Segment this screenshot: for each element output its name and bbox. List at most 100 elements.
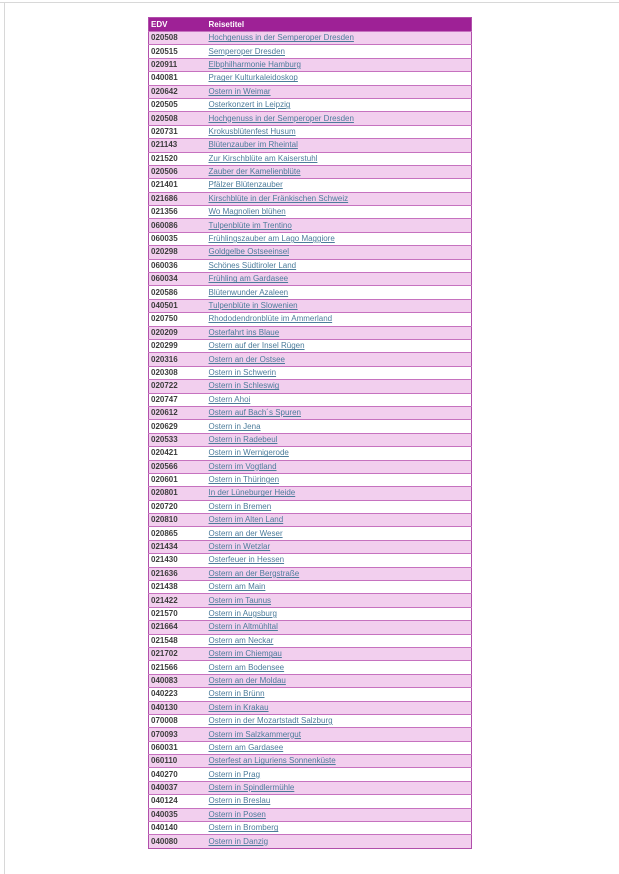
- table-row: 040083 Ostern an der Moldau: [148, 673, 472, 688]
- trip-link[interactable]: Elbphilharmonie Hamburg: [208, 59, 302, 69]
- reisetitel-cell: Ostern in Prag: [206, 767, 472, 782]
- trip-link[interactable]: Blütenwunder Azaleen: [208, 287, 289, 297]
- table-row: 021548 Ostern am Neckar: [148, 633, 472, 648]
- trip-link[interactable]: Osterfest an Liguriens Sonnenküste: [208, 756, 336, 766]
- trip-link[interactable]: Ostern im Salzkammergut: [208, 729, 301, 739]
- trip-link[interactable]: Ostern an der Ostsee: [208, 354, 285, 364]
- trip-link[interactable]: Ostern im Taunus: [208, 595, 272, 605]
- reisetitel-cell: Krokusblütenfest Husum: [206, 124, 472, 139]
- trip-link[interactable]: Ostern in Brünn: [208, 689, 265, 699]
- trip-link[interactable]: Ostern in Radebeul: [208, 434, 278, 444]
- trip-link[interactable]: Ostern an der Bergstraße: [208, 568, 300, 578]
- reisetitel-cell: Ostern an der Weser: [206, 526, 472, 541]
- trip-link[interactable]: Ostern am Gardasee: [208, 742, 284, 752]
- trip-link[interactable]: Ostern auf der Insel Rügen: [208, 341, 305, 351]
- edv-cell: 020750: [148, 312, 207, 327]
- table-row: 020298 Goldgelbe Ostseeinsel: [148, 245, 472, 260]
- trip-link[interactable]: Ostern in Wernigerode: [208, 448, 289, 458]
- trip-link[interactable]: Hochgenuss in der Semperoper Dresden: [208, 33, 354, 43]
- table-row: 040124 Ostern in Breslau: [148, 794, 472, 809]
- trip-link[interactable]: Ostern in Schleswig: [208, 381, 280, 391]
- edv-cell: 020612: [148, 405, 207, 420]
- trip-link[interactable]: Prager Kulturkaleidoskop: [208, 73, 298, 83]
- table-row: 020747 Ostern Ahoi: [148, 392, 472, 407]
- table-row: 021664 Ostern in Altmühltal: [148, 620, 472, 635]
- edv-cell: 040140: [148, 821, 207, 835]
- table-row: 021430 Osterfeuer in Hessen: [148, 553, 472, 568]
- reisetitel-cell: Ostern in Wetzlar: [206, 539, 472, 554]
- trip-link[interactable]: Ostern in Thüringen: [208, 475, 280, 485]
- trip-link[interactable]: Ostern an der Weser: [208, 528, 283, 538]
- trip-link[interactable]: Ostern in Weimar: [208, 86, 271, 96]
- table-row: 021401 Pfälzer Blütenzauber: [148, 178, 472, 193]
- trip-link[interactable]: Ostern in Spindlermühle: [208, 783, 295, 793]
- edv-cell: 020533: [148, 432, 207, 447]
- trip-link[interactable]: Krokusblütenfest Husum: [208, 126, 296, 136]
- reisetitel-cell: Osterkonzert in Leipzig: [206, 97, 472, 112]
- trip-link[interactable]: Blütenzauber im Rheintal: [208, 140, 298, 150]
- trip-link[interactable]: Zur Kirschblüte am Kaiserstuhl: [208, 153, 318, 163]
- reisetitel-cell: Ostern am Gardasee: [206, 740, 472, 755]
- trip-link[interactable]: Ostern im Alten Land: [208, 515, 284, 525]
- reisetitel-cell: Ostern am Main: [206, 580, 472, 594]
- reisetitel-cell: Zauber der Kamelienblüte: [206, 164, 472, 179]
- trip-link[interactable]: Ostern in Jena: [208, 421, 261, 431]
- trip-link[interactable]: Ostern an der Moldau: [208, 675, 286, 685]
- trip-link[interactable]: Ostern am Neckar: [208, 635, 274, 645]
- trip-link[interactable]: Zauber der Kamelienblüte: [208, 167, 301, 177]
- reisetitel-cell: Ostern am Bodensee: [206, 660, 472, 675]
- trip-link[interactable]: Wo Magnolien blühen: [208, 207, 286, 217]
- edv-cell: 060031: [148, 740, 207, 755]
- trip-link[interactable]: Ostern in Posen: [208, 809, 266, 819]
- trip-link[interactable]: Ostern am Main: [208, 582, 266, 592]
- trip-link[interactable]: Osterfeuer in Hessen: [208, 555, 285, 565]
- trip-link[interactable]: Pfälzer Blütenzauber: [208, 180, 283, 190]
- trip-link[interactable]: Ostern in Danzig: [208, 836, 269, 846]
- edv-cell: 021422: [148, 593, 207, 608]
- reisetitel-cell: Zur Kirschblüte am Kaiserstuhl: [206, 151, 472, 166]
- trip-link[interactable]: Frühling am Gardasee: [208, 274, 289, 284]
- edv-cell: 060035: [148, 231, 207, 246]
- trip-link[interactable]: In der Lüneburger Heide: [208, 488, 296, 498]
- reisetitel-cell: Hochgenuss in der Semperoper Dresden: [206, 30, 472, 45]
- trip-link[interactable]: Goldgelbe Ostseeinsel: [208, 247, 290, 257]
- trip-link[interactable]: Schönes Südtiroler Land: [208, 260, 297, 270]
- table-row: 021356 Wo Magnolien blühen: [148, 205, 472, 219]
- trip-link[interactable]: Ostern in Augsburg: [208, 608, 277, 618]
- table-row: 020612 Ostern auf Bach´s Spuren: [148, 405, 472, 420]
- trip-link[interactable]: Ostern Ahoi: [208, 394, 251, 404]
- trip-link[interactable]: Frühlingszauber am Lago Maggiore: [208, 234, 335, 244]
- trip-link[interactable]: Ostern in Bremen: [208, 501, 272, 511]
- trip-link[interactable]: Ostern am Bodensee: [208, 662, 285, 672]
- edv-cell: 021570: [148, 606, 207, 621]
- trip-link[interactable]: Ostern in Prag: [208, 769, 261, 779]
- trip-link[interactable]: Ostern im Chiemgau: [208, 649, 282, 659]
- trip-link[interactable]: Tulpenblüte im Trentino: [208, 220, 292, 230]
- trip-link[interactable]: Ostern in Bromberg: [208, 823, 279, 833]
- trip-link[interactable]: Ostern auf Bach´s Spuren: [208, 408, 302, 418]
- table-row: 070008 Ostern in der Mozartstadt Salzburg: [148, 713, 472, 728]
- table-row: 021702 Ostern im Chiemgau: [148, 646, 472, 661]
- trip-link[interactable]: Ostern im Vogtland: [208, 461, 277, 471]
- table-row: 020316 Ostern an der Ostsee: [148, 352, 472, 367]
- trip-link[interactable]: Ostern in der Mozartstadt Salzburg: [208, 716, 333, 726]
- reisetitel-cell: Elbphilharmonie Hamburg: [206, 57, 472, 72]
- edv-cell: 021664: [148, 620, 207, 635]
- trip-link[interactable]: Ostern in Altmühltal: [208, 622, 278, 632]
- trip-link[interactable]: Rhododendronblüte im Ammerland: [208, 314, 333, 324]
- trip-link[interactable]: Kirschblüte in der Fränkischen Schweiz: [208, 193, 349, 203]
- reisetitel-cell: Goldgelbe Ostseeinsel: [206, 245, 472, 260]
- trip-link[interactable]: Ostern in Wetzlar: [208, 542, 271, 552]
- trip-link[interactable]: Ostern in Krakau: [208, 702, 269, 712]
- trip-link[interactable]: Tulpenblüte in Slowenien: [208, 301, 298, 310]
- page-left-edge: [4, 3, 5, 874]
- reisetitel-cell: Ostern am Neckar: [206, 633, 472, 648]
- trip-link[interactable]: Hochgenuss in der Semperoper Dresden: [208, 113, 354, 123]
- trip-link[interactable]: Osterfahrt ins Blaue: [208, 327, 280, 337]
- edv-cell: 020308: [148, 365, 207, 380]
- table-row: 021520 Zur Kirschblüte am Kaiserstuhl: [148, 151, 472, 166]
- trip-link[interactable]: Ostern in Schwerin: [208, 367, 277, 377]
- trip-link[interactable]: Osterkonzert in Leipzig: [208, 100, 291, 110]
- trip-link[interactable]: Ostern in Breslau: [208, 796, 271, 806]
- trip-link[interactable]: Semperoper Dresden: [208, 46, 285, 56]
